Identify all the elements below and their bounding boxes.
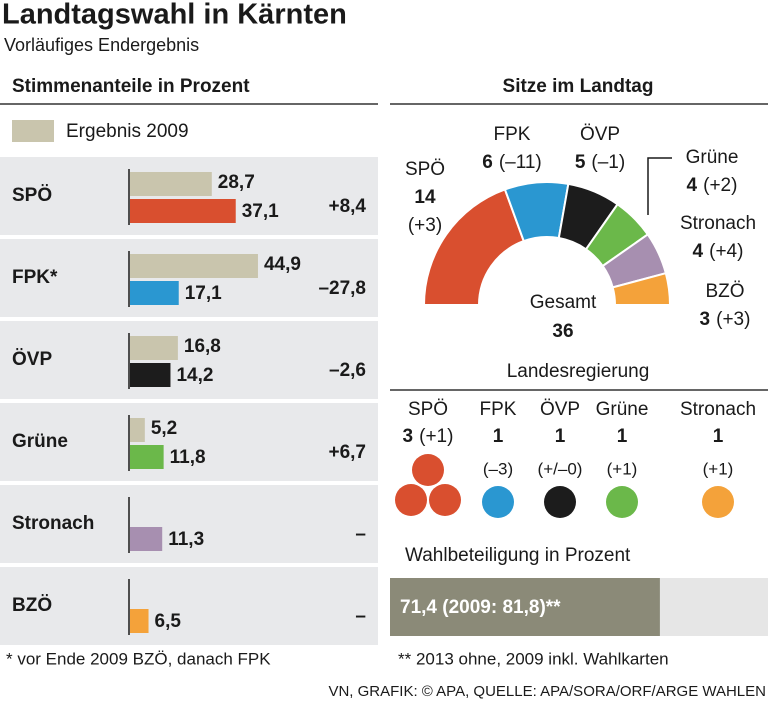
bar-2009 — [130, 418, 145, 442]
seat-value: 6 — [482, 152, 493, 173]
seat-dot — [702, 486, 734, 518]
value-label: 37,1 — [242, 201, 279, 222]
seat-segment — [611, 271, 672, 306]
seat-dot — [412, 454, 444, 486]
category-label: FPK* — [12, 267, 58, 288]
gov-value: 1 — [493, 426, 504, 447]
value-label: 44,9 — [264, 254, 301, 275]
bar-2009 — [130, 172, 212, 196]
section-title: Stimmenanteile in Prozent — [12, 76, 250, 97]
section-title: Wahlbeteiligung in Prozent — [405, 545, 631, 566]
bar — [130, 281, 179, 305]
category-label: Stronach — [12, 513, 94, 534]
change-label: –2,6 — [329, 360, 366, 381]
row-band — [0, 403, 378, 481]
seat-segment — [422, 188, 526, 306]
section-title: Sitze im Landtag — [503, 76, 654, 97]
gov-change: (+1) — [703, 459, 734, 478]
gov-party: Grüne — [596, 399, 649, 420]
row-band — [0, 321, 378, 399]
seat-party: FPK — [494, 124, 531, 145]
total: 36 — [552, 321, 573, 342]
source: VN, GRAFIK: © APA, QUELLE: APA/SORA/ORF/… — [328, 683, 766, 700]
gov-party: Stronach — [680, 399, 756, 420]
legend-label: Ergebnis 2009 — [66, 121, 189, 142]
seat-value: 5 — [575, 152, 586, 173]
subtitle: Vorläufiges Endergebnis — [4, 35, 199, 55]
seat-value: 3 — [403, 426, 414, 447]
value-label: 14,2 — [176, 365, 213, 386]
value-label: 28,7 — [218, 172, 255, 193]
seat-value: 4 — [687, 175, 698, 196]
seat-value: 3 — [700, 309, 711, 330]
seat-dot — [395, 484, 427, 516]
seat-change: (+3) — [716, 309, 750, 330]
gov-change: (+/–0) — [538, 459, 583, 478]
value-label: 71,4 (2009: 81,8)** — [400, 597, 561, 618]
value-label: 17,1 — [185, 283, 222, 304]
bar — [390, 578, 660, 636]
bar-2009 — [130, 336, 178, 360]
footnote: * vor Ende 2009 BZÖ, danach FPK — [6, 649, 271, 668]
seat-dot — [429, 484, 461, 516]
seat-change: (+3) — [408, 215, 442, 236]
change-label: +6,7 — [328, 442, 366, 463]
seat-change: (+1) — [419, 426, 453, 447]
change-label: – — [355, 606, 366, 627]
gov-value: 1 — [555, 426, 566, 447]
seat-change: (–11) — [499, 152, 542, 173]
seat-dot — [544, 486, 576, 518]
seat-value: 14 — [414, 187, 436, 208]
bar — [130, 527, 163, 551]
change-label: +8,4 — [328, 196, 366, 217]
gov-party: SPÖ — [408, 399, 448, 420]
bar — [130, 445, 164, 469]
bar-2009 — [130, 254, 258, 278]
seat-party: Grüne — [686, 147, 739, 168]
value-label: 16,8 — [184, 336, 221, 357]
value-label: 11,3 — [168, 529, 204, 550]
seat-party: BZÖ — [705, 281, 744, 302]
value-label: 11,8 — [170, 447, 206, 468]
seat-change: (+4) — [709, 241, 743, 262]
change-label: –27,8 — [318, 278, 366, 299]
row-band — [0, 485, 378, 563]
bar — [130, 199, 236, 223]
footnote: ** 2013 ohne, 2009 inkl. Wahlkarten — [398, 649, 669, 668]
title: Landtagswahl in Kärnten — [2, 0, 347, 31]
value-label: 5,2 — [151, 418, 177, 439]
gov-value: 1 — [617, 426, 628, 447]
change-label: – — [355, 524, 366, 545]
gov-change: (–3) — [483, 459, 513, 478]
seat-party: SPÖ — [405, 159, 445, 180]
gov-party: FPK — [480, 399, 517, 420]
center-label: Gesamt — [530, 292, 597, 313]
seat-change: (–1) — [591, 152, 625, 173]
seat-party: ÖVP — [580, 124, 620, 145]
gov-value: 1 — [713, 426, 724, 447]
section-title: Landesregierung — [507, 361, 650, 382]
category-label: BZÖ — [12, 595, 52, 616]
seat-value: 4 — [693, 241, 704, 262]
seat-dot — [606, 486, 638, 518]
legend-swatch — [12, 120, 54, 142]
gov-change: (+1) — [607, 459, 638, 478]
bar — [130, 363, 171, 387]
category-label: ÖVP — [12, 349, 52, 370]
gov-party: ÖVP — [540, 399, 580, 420]
value-label: 6,5 — [155, 611, 182, 632]
bar — [130, 609, 149, 633]
category-label: SPÖ — [12, 185, 52, 206]
row-band — [0, 567, 378, 645]
leader-line — [647, 157, 672, 215]
category-label: Grüne — [12, 431, 68, 452]
seat-change: (+2) — [703, 175, 737, 196]
seat-dot — [482, 486, 514, 518]
seat-party: Stronach — [680, 213, 756, 234]
